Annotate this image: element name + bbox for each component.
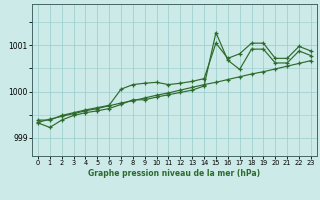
X-axis label: Graphe pression niveau de la mer (hPa): Graphe pression niveau de la mer (hPa) xyxy=(88,169,260,178)
